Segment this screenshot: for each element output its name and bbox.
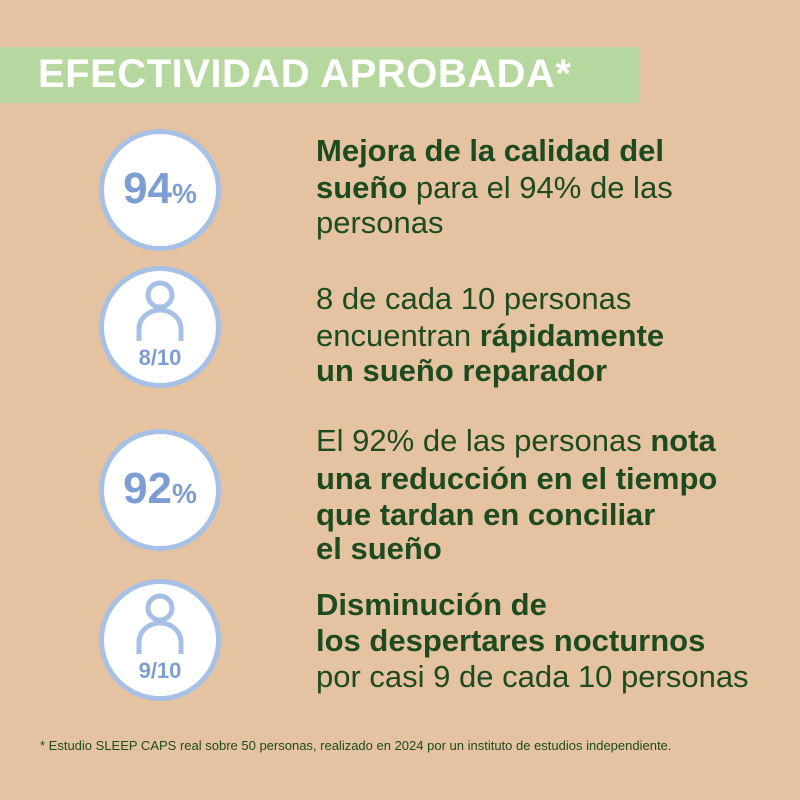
text-line: encuentran rápidamente [316, 318, 664, 354]
text-line: el sueño [316, 531, 442, 567]
text-line: los despertares nocturnos [316, 623, 705, 659]
bold-text: Mejora de la calidad del [316, 133, 665, 168]
text-line: que tardan en conciliar [316, 497, 655, 533]
icon-head [145, 280, 175, 310]
person-icon [136, 593, 184, 654]
unit: % [172, 478, 197, 509]
bold-text: que tardan en conciliar [316, 497, 656, 532]
text-line: Mejora de la calidad del [316, 133, 664, 169]
text-line: 8 de cada 10 personas [316, 281, 631, 317]
bold-text: sueño [316, 170, 408, 205]
bold-text: los despertares nocturnos [316, 623, 706, 658]
text-line: un sueño reparador [316, 353, 607, 389]
text: personas [316, 205, 444, 240]
badge-number: 94% [104, 164, 216, 214]
text: El 92% de las personas [316, 423, 651, 458]
text: para el 94% de las [407, 170, 673, 205]
title-band [0, 47, 640, 103]
bold-text: un sueño reparador [316, 353, 608, 388]
icon-head [145, 593, 175, 623]
number: 94 [123, 164, 173, 213]
text-line: sueño para el 94% de las [316, 170, 673, 206]
text-line: El 92% de las personas nota [316, 423, 716, 459]
footnote: * Estudio SLEEP CAPS real sobre 50 perso… [40, 738, 672, 753]
icon-body [136, 620, 184, 654]
badge: 8/10 [99, 266, 221, 388]
text: por casi 9 de cada 10 personas [316, 659, 749, 694]
bold-text: una reducción en el tiempo [316, 461, 718, 496]
badge: 94% [99, 129, 221, 251]
unit: % [172, 178, 197, 209]
badge-label: 9/10 [138, 658, 182, 683]
badge: 92% [99, 429, 221, 551]
bold-text: rápidamente [479, 318, 665, 353]
bold-text: el sueño [316, 531, 442, 566]
badge-number: 92% [104, 464, 216, 514]
title: EFECTIVIDAD APROBADA* [38, 52, 572, 96]
person-icon [136, 280, 184, 341]
text-line: por casi 9 de cada 10 personas [316, 659, 749, 695]
text: encuentran [316, 318, 480, 353]
number: 92 [123, 464, 173, 513]
badge-label: 8/10 [138, 345, 182, 370]
text-line: Disminución de [316, 587, 547, 623]
text-line: una reducción en el tiempo [316, 461, 717, 497]
bold-text: Disminución de [316, 587, 547, 622]
bold-text: nota [650, 423, 716, 458]
text-line: personas [316, 205, 444, 241]
icon-body [136, 307, 184, 341]
text: 8 de cada 10 personas [316, 281, 632, 316]
badge: 9/10 [99, 579, 221, 701]
